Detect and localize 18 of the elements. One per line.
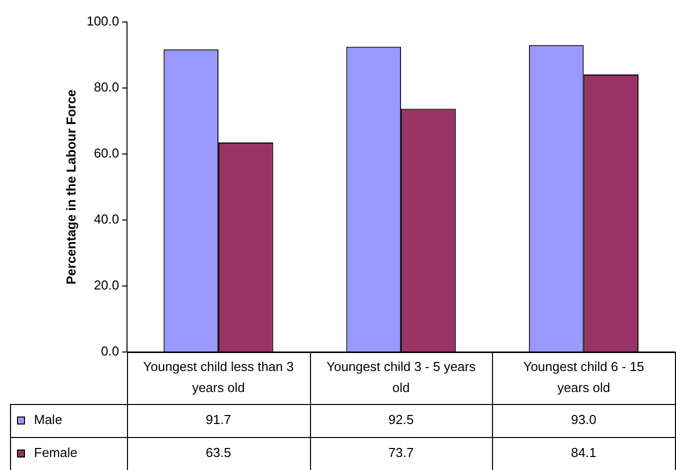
data-label: 73.7 xyxy=(388,445,414,460)
data-label: 93.0 xyxy=(571,412,596,428)
y-tick-label: 40.0 xyxy=(94,212,120,227)
y-tick-label: 20.0 xyxy=(94,278,120,293)
data-label: 63.5 xyxy=(206,445,232,460)
y-tick-label: 0.0 xyxy=(101,344,120,359)
x-tick-label: Youngest child 6 - 15 years old xyxy=(523,359,644,396)
y-axis-title: Percentage in the Labour Force xyxy=(63,89,78,285)
data-label: 92.5 xyxy=(388,412,414,428)
data-label: 91.7 xyxy=(206,412,232,428)
data-label: 84.1 xyxy=(571,445,596,460)
y-tick-label: 100.0 xyxy=(86,14,120,29)
y-tick-label: 80.0 xyxy=(94,80,120,95)
x-tick-label: Youngest child less than 3 years old xyxy=(143,359,294,396)
legend-label: Female xyxy=(34,445,78,460)
y-tick-label: 60.0 xyxy=(94,146,120,161)
legend-label: Male xyxy=(34,412,62,428)
x-tick-label: Youngest child 3 - 5 years old xyxy=(326,359,476,396)
